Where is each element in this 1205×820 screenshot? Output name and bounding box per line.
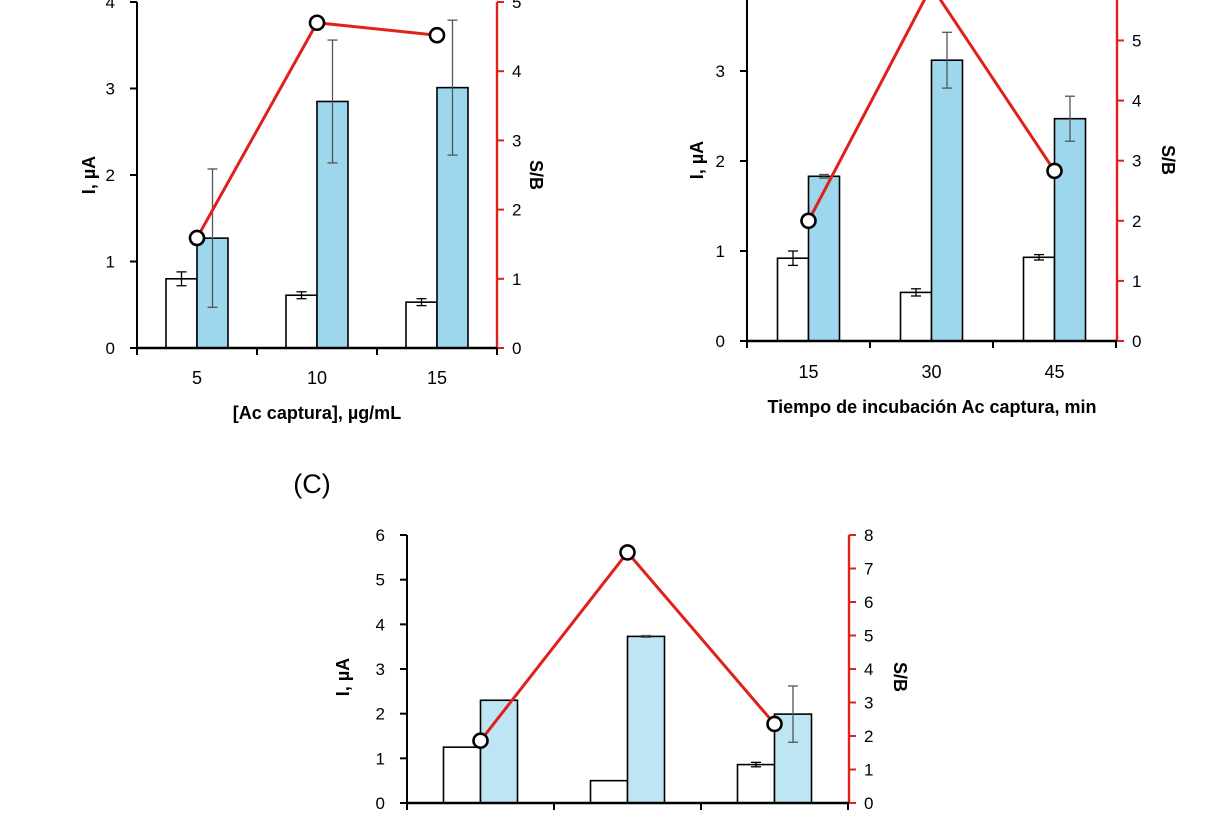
y-tick-label: 0 xyxy=(716,332,725,351)
bar-blank xyxy=(285,294,318,349)
y-tick-label: 2 xyxy=(106,166,115,185)
y-tick-label: 1 xyxy=(106,253,115,272)
y-tick-label: 0 xyxy=(106,339,115,358)
sb-point xyxy=(308,14,326,32)
y2-tick-label: 2 xyxy=(512,201,521,220)
y2-axis-label: S/B xyxy=(526,160,546,190)
y-tick-label: 1 xyxy=(716,242,725,261)
y-tick-label: 2 xyxy=(376,705,385,724)
y-tick-label: 4 xyxy=(106,0,115,12)
y2-tick-label: 1 xyxy=(1132,272,1141,291)
bar-blank xyxy=(1022,256,1056,342)
y2-tick-label: 2 xyxy=(864,727,873,746)
y2-tick-label: 5 xyxy=(1132,31,1141,50)
y2-tick-label: 0 xyxy=(512,339,521,358)
y-tick-label: 4 xyxy=(376,615,385,634)
chart-panel-c: 0 1 2 3 4 5 6 0 1 2 3 4 5 6 7 8 I, µA S/B xyxy=(333,526,910,813)
bar-blank xyxy=(165,277,198,349)
y2-tick-label: 1 xyxy=(864,761,873,780)
y-tick-label: 0 xyxy=(376,794,385,813)
bar-signal xyxy=(807,175,841,342)
y2-tick-label: 4 xyxy=(1132,92,1141,111)
bar-signal xyxy=(930,59,964,342)
y2-tick-label: 7 xyxy=(864,560,873,579)
y2-tick-label: 5 xyxy=(512,0,521,12)
y-axis-label: I, µA xyxy=(687,141,707,179)
y2-tick-label: 6 xyxy=(864,593,873,612)
chart-panel-a: 5 10 15 0 1 2 3 4 0 1 2 3 4 5 I, µA S/B [Ac captura], µg… xyxy=(79,0,546,423)
y2-tick-label: 3 xyxy=(1132,152,1141,171)
panel-label-c: (C) xyxy=(293,469,330,499)
x-axis-label: [Ac captura], µg/mL xyxy=(233,403,401,423)
sb-point xyxy=(428,26,446,44)
x-tick-label: 15 xyxy=(798,362,818,382)
bar-blank xyxy=(589,779,629,804)
bar-blank xyxy=(899,291,933,342)
x-tick-label: 45 xyxy=(1044,362,1064,382)
y-tick-label: 1 xyxy=(376,749,385,768)
y2-tick-label: 0 xyxy=(1132,332,1141,351)
y2-tick-label: 8 xyxy=(864,526,873,545)
y2-tick-label: 3 xyxy=(864,694,873,713)
y-axis-label: I, µA xyxy=(333,658,353,696)
x-tick-label: 10 xyxy=(307,368,327,388)
y-axis-label: I, µA xyxy=(79,156,99,194)
bar-blank xyxy=(442,746,482,804)
bar-blank xyxy=(736,763,776,804)
bar-blank xyxy=(405,301,438,349)
x-tick-label: 30 xyxy=(921,362,941,382)
x-tick-label: 15 xyxy=(427,368,447,388)
y2-tick-label: 1 xyxy=(512,270,521,289)
y-tick-label: 6 xyxy=(376,526,385,545)
x-axis-label: Tiempo de incubación Ac captura, min xyxy=(767,397,1096,417)
sb-line xyxy=(807,0,1056,222)
y2-axis-label: S/B xyxy=(890,662,910,692)
y-tick-label: 3 xyxy=(716,62,725,81)
y-tick-label: 5 xyxy=(376,571,385,590)
y-tick-label: 3 xyxy=(106,80,115,99)
y2-tick-label: 2 xyxy=(1132,212,1141,231)
bar-blank xyxy=(776,257,810,342)
y2-tick-label: 3 xyxy=(512,131,521,150)
sb-point xyxy=(472,732,489,749)
sb-point xyxy=(188,229,206,247)
sb-point xyxy=(766,715,783,733)
y-tick-label: 2 xyxy=(716,152,725,171)
y-tick-label: 3 xyxy=(376,660,385,679)
y2-tick-label: 0 xyxy=(864,794,873,813)
y2-tick-label: 4 xyxy=(864,660,873,679)
y2-tick-label: 4 xyxy=(512,62,521,81)
sb-point xyxy=(800,212,817,230)
y2-tick-label: 5 xyxy=(864,627,873,646)
sb-point xyxy=(619,544,636,561)
bar-signal xyxy=(1053,117,1087,342)
x-tick-label: 5 xyxy=(192,368,202,388)
bar-signal xyxy=(626,635,666,804)
sb-point xyxy=(1046,162,1063,180)
y2-axis-label: S/B xyxy=(1158,145,1178,175)
